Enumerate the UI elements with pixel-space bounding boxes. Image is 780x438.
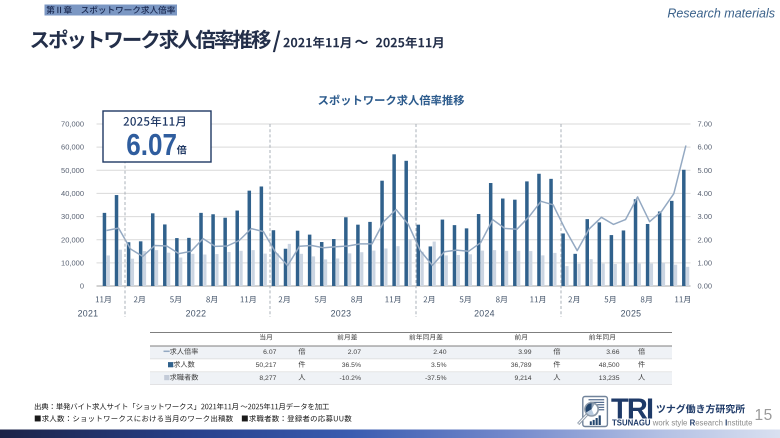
svg-text:8,277: 8,277 [259,375,276,382]
svg-text:2021: 2021 [78,309,99,319]
svg-text:60,000: 60,000 [61,143,84,152]
svg-text:1.00: 1.00 [698,259,713,268]
svg-text:6.07: 6.07 [263,349,276,356]
svg-text:40,000: 40,000 [61,189,84,198]
svg-text:Research materials: Research materials [667,7,775,21]
svg-text:2024: 2024 [474,309,495,319]
svg-text:2023: 2023 [331,309,352,319]
svg-text:7.00: 7.00 [698,120,713,129]
svg-text:-10.2%: -10.2% [339,375,361,382]
svg-text:3.5%: 3.5% [431,362,447,369]
svg-text:10,000: 10,000 [61,259,84,268]
svg-text:36,789: 36,789 [511,362,532,369]
svg-text:3.66: 3.66 [606,349,619,356]
svg-text:3.99: 3.99 [518,349,531,356]
svg-text:9,214: 9,214 [514,375,531,382]
svg-text:30,000: 30,000 [61,212,84,221]
svg-text:48,500: 48,500 [599,362,620,369]
svg-text:5.00: 5.00 [698,166,713,175]
svg-text:4.00: 4.00 [698,189,713,198]
svg-text:36.5%: 36.5% [342,362,361,369]
svg-text:2.40: 2.40 [433,349,446,356]
svg-text:6.07: 6.07 [126,128,177,163]
svg-text:50,217: 50,217 [256,362,277,369]
svg-text:TSUNAGU work style Research In: TSUNAGU work style Research Institute [612,418,752,427]
svg-text:13,235: 13,235 [599,375,620,382]
svg-text:15: 15 [755,407,773,424]
svg-text:2022: 2022 [186,309,207,319]
svg-text:70,000: 70,000 [61,120,84,129]
svg-text:6.00: 6.00 [698,143,713,152]
svg-text:2025: 2025 [621,309,642,319]
svg-text:2.00: 2.00 [698,235,713,244]
svg-text:20,000: 20,000 [61,235,84,244]
svg-text:3.00: 3.00 [698,212,713,221]
svg-text:0.00: 0.00 [698,282,713,291]
svg-text:50,000: 50,000 [61,166,84,175]
svg-text:2.07: 2.07 [348,349,361,356]
svg-text:-37.5%: -37.5% [425,375,447,382]
svg-text:0: 0 [80,282,84,291]
svg-text:TRI: TRI [611,394,653,426]
